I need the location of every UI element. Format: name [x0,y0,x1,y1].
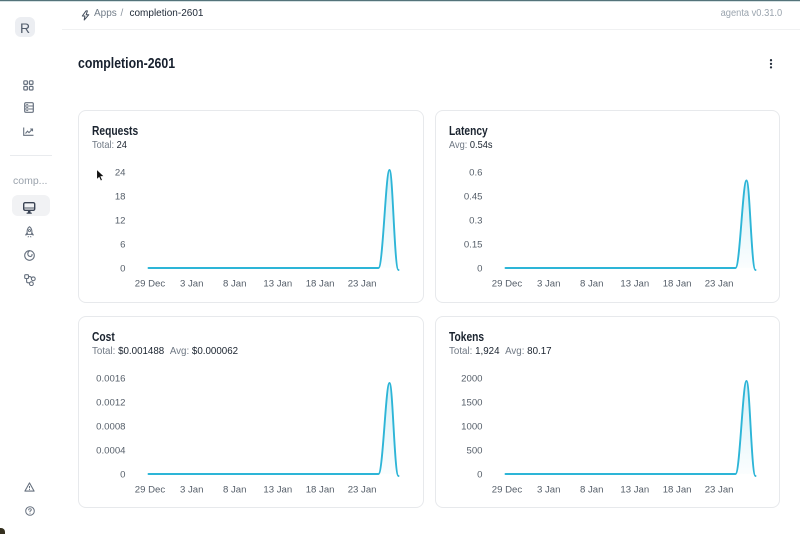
svg-text:500: 500 [466,445,482,456]
svg-text:8 Jan: 8 Jan [223,279,246,290]
svg-text:0.0008: 0.0008 [96,421,125,432]
svg-text:29 Dec: 29 Dec [135,484,166,495]
svg-text:13 Jan: 13 Jan [620,279,649,290]
svg-text:1500: 1500 [461,397,482,408]
svg-text:8 Jan: 8 Jan [579,279,602,290]
svg-text:23 Jan: 23 Jan [348,484,377,495]
svg-text:8 Jan: 8 Jan [223,484,246,495]
svg-text:0.45: 0.45 [463,192,482,203]
svg-text:13 Jan: 13 Jan [620,484,649,495]
svg-text:0.0004: 0.0004 [96,445,126,456]
svg-text:18 Jan: 18 Jan [662,484,691,495]
svg-text:23 Jan: 23 Jan [704,484,733,495]
svg-text:18 Jan: 18 Jan [306,484,335,495]
svg-text:2000: 2000 [461,373,482,384]
svg-text:29 Dec: 29 Dec [135,279,166,290]
svg-text:29 Dec: 29 Dec [491,484,522,495]
svg-text:3 Jan: 3 Jan [180,279,203,290]
svg-text:0.0012: 0.0012 [96,397,125,408]
svg-text:23 Jan: 23 Jan [704,279,733,290]
svg-text:8 Jan: 8 Jan [579,484,602,495]
svg-text:3 Jan: 3 Jan [536,484,559,495]
svg-text:13 Jan: 13 Jan [263,279,292,290]
svg-text:18 Jan: 18 Jan [306,279,335,290]
svg-text:23 Jan: 23 Jan [348,279,377,290]
svg-text:3 Jan: 3 Jan [180,484,203,495]
svg-text:3 Jan: 3 Jan [536,279,559,290]
svg-text:0.6: 0.6 [469,168,482,179]
svg-text:13 Jan: 13 Jan [263,484,292,495]
svg-text:18 Jan: 18 Jan [662,279,691,290]
svg-text:29 Dec: 29 Dec [491,279,522,290]
svg-text:0: 0 [477,264,482,275]
svg-text:0: 0 [120,264,125,275]
svg-text:0.0016: 0.0016 [96,373,125,384]
svg-text:0.15: 0.15 [463,240,482,251]
svg-text:18: 18 [115,192,126,203]
svg-text:6: 6 [120,240,125,251]
svg-text:12: 12 [115,216,126,227]
svg-text:0: 0 [120,469,125,480]
svg-text:0.3: 0.3 [469,216,482,227]
svg-text:24: 24 [115,168,126,179]
svg-text:1000: 1000 [461,421,482,432]
svg-text:0: 0 [477,469,482,480]
